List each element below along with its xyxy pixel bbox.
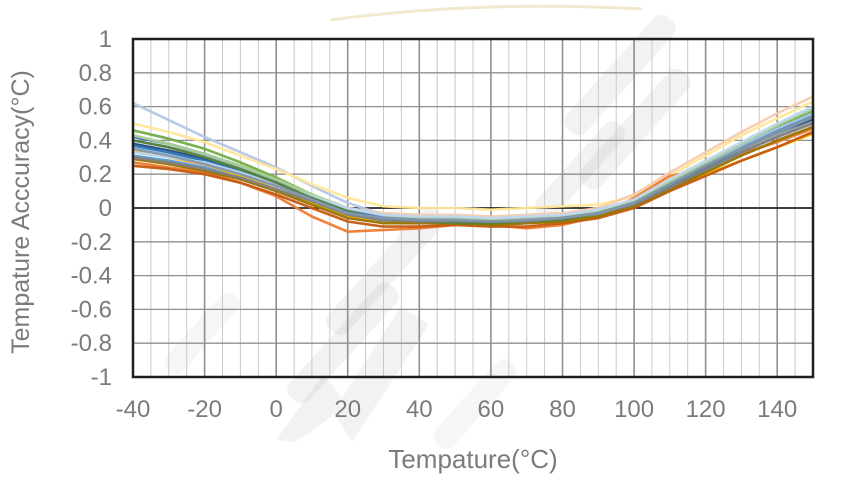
x-tick-label: 80: [549, 396, 576, 423]
series-line-series-02: [131, 100, 815, 211]
watermark-arc: [329, 4, 643, 22]
series-line-series-20: [131, 115, 815, 223]
y-tick-label: 0: [99, 195, 112, 222]
plot-border: [131, 37, 815, 379]
x-tick-label: -40: [116, 396, 151, 423]
x-tick-label: 40: [406, 396, 433, 423]
x-tick-label: 100: [614, 396, 654, 423]
y-tick-label: -0.2: [71, 229, 112, 256]
y-tick-label: -0.8: [71, 330, 112, 357]
y-tick-label: 0.6: [79, 94, 112, 121]
series-line-series-17: [131, 105, 815, 220]
y-tick-label: 0.2: [79, 161, 112, 188]
y-axis-title: Tempature Acccuracy(°C): [7, 70, 35, 354]
series-line-series-12: [131, 130, 815, 228]
series-line-series-14: [131, 107, 815, 222]
x-tick-label: 20: [334, 396, 361, 423]
x-axis-title: Tempature(°C): [388, 444, 558, 474]
y-tick-label: 0.4: [79, 127, 112, 154]
y-tick-label: -1: [91, 364, 112, 391]
x-tick-label: 60: [478, 396, 505, 423]
y-tick-label: -0.4: [71, 263, 112, 290]
x-tick-label: 140: [757, 396, 797, 423]
x-tick-label: -20: [187, 396, 222, 423]
x-tick-label: 120: [686, 396, 726, 423]
y-tick-label: -0.6: [71, 296, 112, 323]
y-tick-label: 1: [99, 26, 112, 53]
x-tick-label: 0: [270, 396, 283, 423]
y-tick-label: 0.8: [79, 60, 112, 87]
